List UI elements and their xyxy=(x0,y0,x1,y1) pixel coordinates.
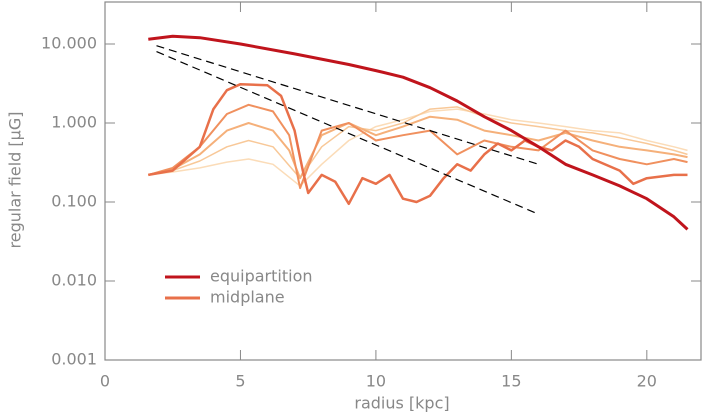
data-line xyxy=(156,51,539,215)
y-tick-label: 0.010 xyxy=(51,270,97,289)
y-tick-label: 10.000 xyxy=(41,33,97,52)
y-tick-label: 0.001 xyxy=(51,350,97,369)
y-tick-label: 1.000 xyxy=(51,112,97,131)
data-line xyxy=(148,103,688,190)
y-tick-label: 0.100 xyxy=(51,191,97,210)
data-line xyxy=(148,82,688,206)
data-line xyxy=(148,34,689,231)
y-axis-label: regular field [μG] xyxy=(6,112,25,249)
x-tick-label: 5 xyxy=(235,372,245,391)
x-tick-label: 0 xyxy=(100,372,110,391)
plot-frame xyxy=(104,1,702,361)
data-line xyxy=(148,106,688,179)
x-axis-label: radius [kpc] xyxy=(354,394,449,413)
data-line xyxy=(148,115,688,180)
x-tick-label: 10 xyxy=(366,372,386,391)
x-tick-label: 20 xyxy=(637,372,657,391)
data-line xyxy=(156,45,539,165)
legend-label: equipartition xyxy=(210,267,313,286)
x-tick-label: 15 xyxy=(501,372,521,391)
legend-label: midplane xyxy=(210,288,285,307)
